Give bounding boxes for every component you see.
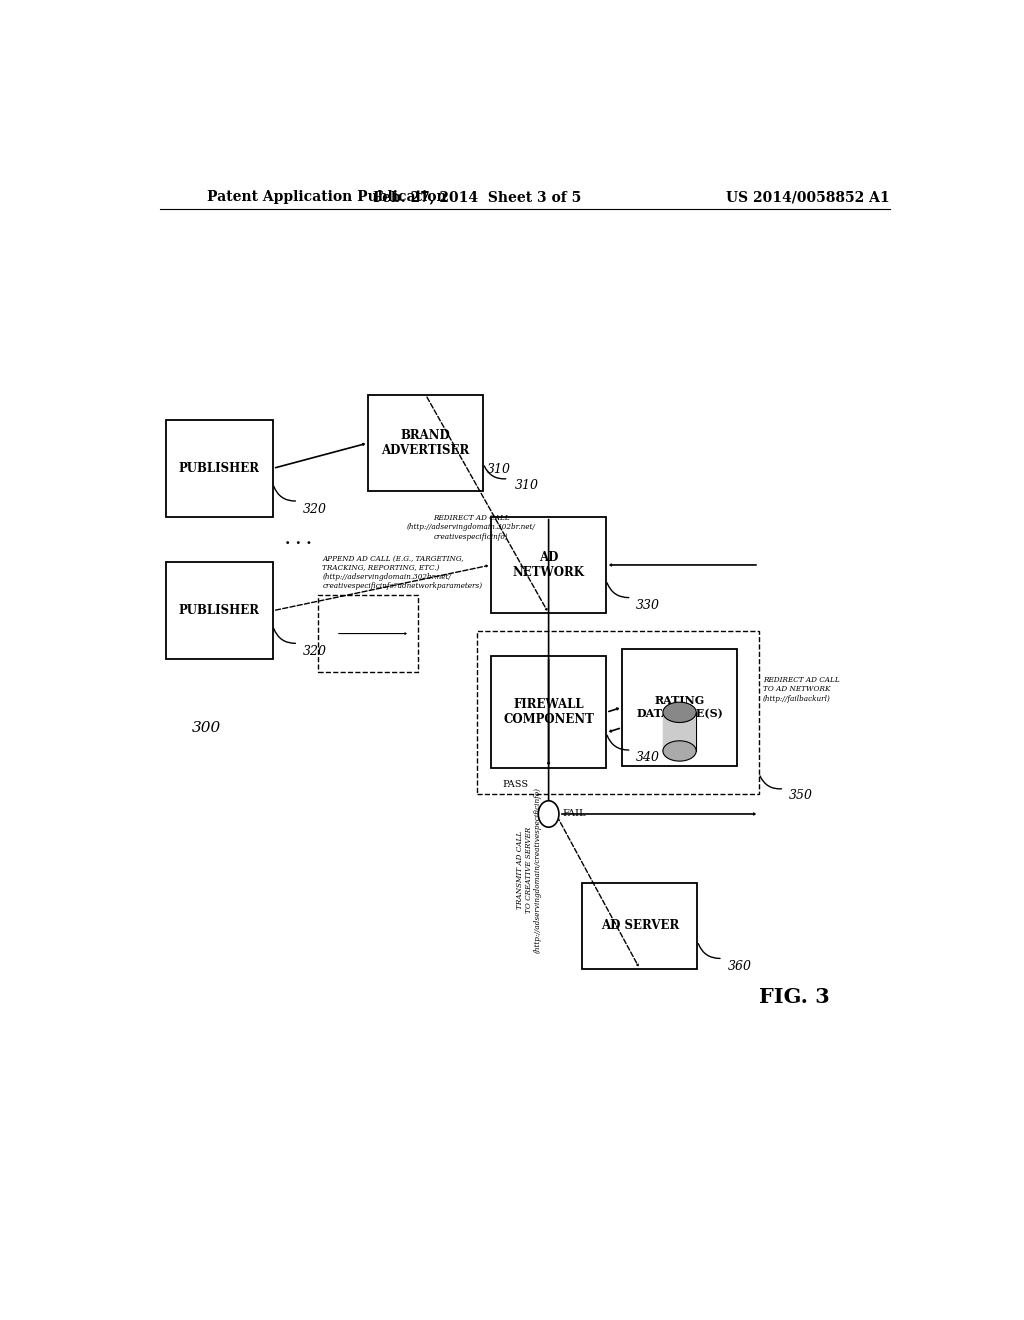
Bar bbox=[622, 649, 737, 766]
Text: FIG. 3: FIG. 3 bbox=[759, 987, 830, 1007]
Text: FAIL: FAIL bbox=[563, 809, 587, 818]
Bar bbox=[492, 656, 606, 768]
Bar bbox=[318, 595, 418, 672]
Ellipse shape bbox=[663, 741, 696, 762]
Text: 350: 350 bbox=[790, 789, 813, 803]
Text: Feb. 27, 2014  Sheet 3 of 5: Feb. 27, 2014 Sheet 3 of 5 bbox=[373, 190, 582, 205]
Text: 320: 320 bbox=[303, 503, 327, 516]
Text: TRANSMIT AD CALL
TO CREATIVE SERVER
(http://adservingdomain/creativespecificinfo: TRANSMIT AD CALL TO CREATIVE SERVER (htt… bbox=[515, 787, 542, 953]
Bar bbox=[166, 420, 272, 516]
Bar bbox=[583, 883, 697, 969]
Text: FIREWALL
COMPONENT: FIREWALL COMPONENT bbox=[503, 698, 594, 726]
Text: 300: 300 bbox=[191, 721, 221, 735]
Ellipse shape bbox=[663, 702, 696, 722]
Text: . . .: . . . bbox=[285, 532, 311, 546]
Text: 360: 360 bbox=[728, 960, 752, 973]
Text: 340: 340 bbox=[636, 751, 660, 763]
Text: REDIRECT AD CALL
(http://adservingdomain.302br.net/
creativespecificinfo): REDIRECT AD CALL (http://adservingdomain… bbox=[407, 515, 536, 541]
Bar bbox=[492, 516, 606, 614]
Circle shape bbox=[539, 801, 559, 828]
Text: Patent Application Publication: Patent Application Publication bbox=[207, 190, 447, 205]
Bar bbox=[368, 395, 483, 491]
Bar bbox=[663, 713, 696, 751]
Text: BRAND
ADVERTISER: BRAND ADVERTISER bbox=[382, 429, 470, 457]
Text: AD
NETWORK: AD NETWORK bbox=[513, 550, 585, 579]
Bar bbox=[166, 562, 272, 659]
Text: PASS: PASS bbox=[503, 780, 528, 788]
Text: 310: 310 bbox=[487, 463, 511, 477]
Text: RATING
DATABASE(S): RATING DATABASE(S) bbox=[636, 696, 723, 719]
Text: APPEND AD CALL (E.G., TARGETING,
TRACKING, REPORTING, ETC.)
(http://adservingdom: APPEND AD CALL (E.G., TARGETING, TRACKIN… bbox=[323, 554, 482, 590]
Text: 310: 310 bbox=[515, 479, 539, 492]
Bar bbox=[477, 631, 759, 793]
Text: PUBLISHER: PUBLISHER bbox=[179, 605, 260, 618]
Text: REDIRECT AD CALL
TO AD NETWORK
(http://failbackurl): REDIRECT AD CALL TO AD NETWORK (http://f… bbox=[763, 676, 840, 702]
Text: AD SERVER: AD SERVER bbox=[601, 919, 679, 932]
Text: US 2014/0058852 A1: US 2014/0058852 A1 bbox=[726, 190, 890, 205]
Text: 330: 330 bbox=[636, 599, 660, 612]
Text: PUBLISHER: PUBLISHER bbox=[179, 462, 260, 475]
Text: 320: 320 bbox=[303, 645, 327, 657]
